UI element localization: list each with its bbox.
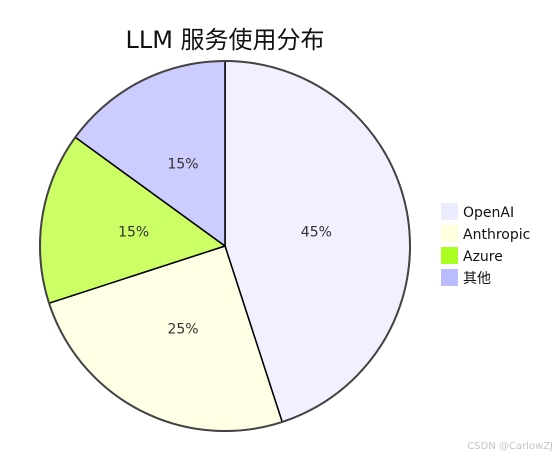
legend-label: OpenAI [463, 205, 514, 221]
legend-swatch [441, 247, 458, 264]
legend-swatch [441, 269, 458, 286]
chart-title: LLM 服务使用分布 [125, 26, 324, 54]
legend: OpenAI Anthropic Azure 其他 [441, 203, 530, 287]
legend-label: Anthropic [463, 227, 530, 243]
legend-swatch [441, 225, 458, 242]
legend-swatch [441, 203, 458, 220]
pie-slice-label: 25% [167, 321, 198, 337]
pie-slice-labels: 45% 25% 15% 15% [118, 157, 332, 338]
pie-slice-label: 15% [118, 225, 149, 241]
pie-slices [39, 60, 411, 432]
pie-outline [39, 60, 411, 432]
watermark: CSDN @CarlowZJ [467, 441, 553, 452]
pie-slice-label: 45% [301, 225, 332, 241]
legend-label: Azure [463, 249, 503, 265]
legend-label: 其他 [463, 271, 491, 287]
pie-slice-label: 15% [167, 157, 198, 173]
